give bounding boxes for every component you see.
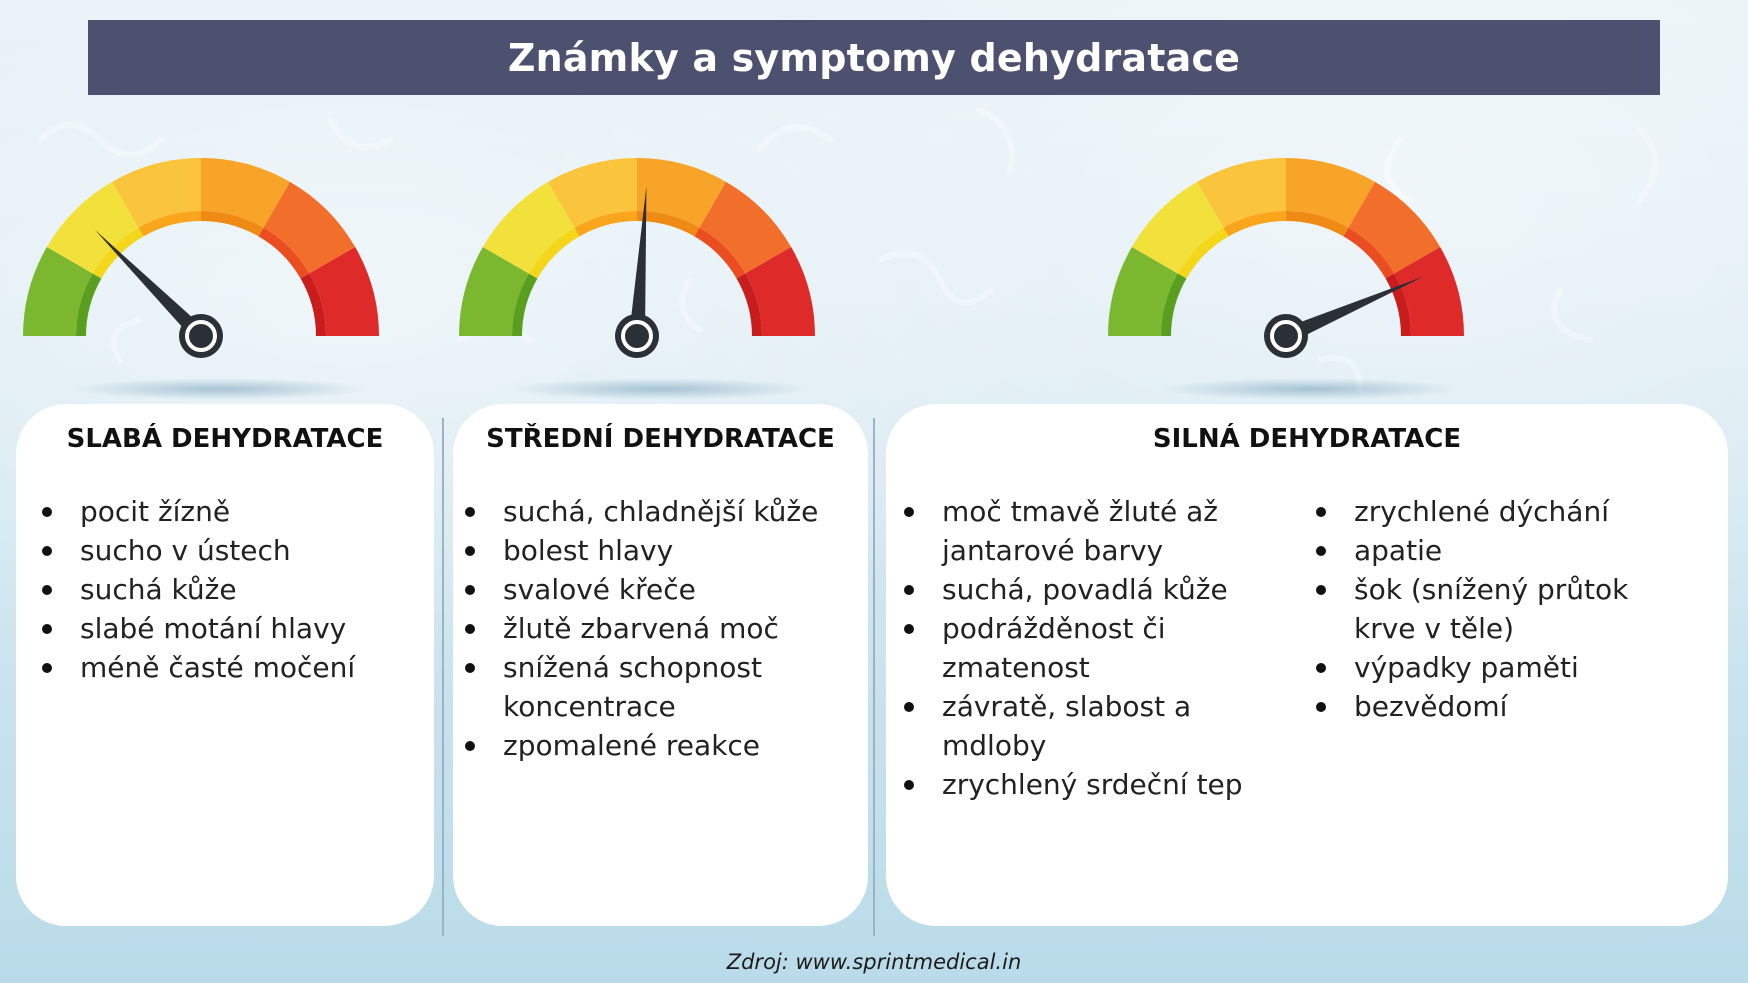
gauge-inner-band-1 — [512, 273, 538, 336]
gauge-segment-6 — [745, 247, 815, 336]
gauge-inner-band-5 — [1343, 227, 1395, 279]
list-item: apatie — [1304, 531, 1684, 570]
gauge-shadow — [70, 378, 370, 400]
source-credit: Zdroj: www.sprintmedical.in — [726, 950, 1022, 974]
gauge-segment-3 — [548, 158, 637, 228]
gauge-segment-2 — [1131, 181, 1224, 274]
gauge-segment-2 — [482, 181, 575, 274]
list-item: moč tmavě žluté až jantarové barvy — [892, 492, 1252, 570]
gauge-inner-band-1 — [1161, 273, 1187, 336]
gauge-inner-band-3 — [574, 211, 637, 237]
gauge-segment-5 — [1348, 181, 1441, 274]
card-moderate: STŘEDNÍ DEHYDRATACE suchá, chladnější ků… — [453, 404, 868, 926]
card-mild: SLABÁ DEHYDRATACE pocit žízně sucho v ús… — [16, 404, 434, 926]
symptom-list-severe-left: moč tmavě žluté až jantarové barvy suchá… — [892, 492, 1252, 804]
symptom-list-mild: pocit žízně sucho v ústech suchá kůže sl… — [30, 492, 430, 687]
list-item: pocit žízně — [30, 492, 430, 531]
gauge-segment-4 — [201, 158, 290, 228]
list-item: sucho v ústech — [30, 531, 430, 570]
gauge-moderate-dial — [459, 158, 815, 358]
gauge-hub-ring — [1270, 320, 1302, 352]
card-severe: SILNÁ DEHYDRATACE moč tmavě žluté až jan… — [886, 404, 1728, 926]
gauge-inner-band-5 — [694, 227, 746, 279]
gauge-needle — [1282, 276, 1424, 344]
gauge-segment-1 — [23, 247, 93, 336]
list-item: závratě, slabost a mdloby — [892, 687, 1252, 765]
gauge-segment-4 — [1286, 158, 1375, 228]
symptom-list-severe-right: zrychlené dýchání apatie šok (snížený pr… — [1304, 492, 1684, 726]
gauge-segment-6 — [309, 247, 379, 336]
page-title: Známky a symptomy dehydratace — [507, 35, 1241, 80]
list-item: podrážděnost či zmatenost — [892, 609, 1252, 687]
gauge-segment-2 — [46, 181, 139, 274]
list-item: zrychlené dýchání — [1304, 492, 1684, 531]
gauge-shadow — [1160, 378, 1460, 400]
gauge-inner-band-6 — [736, 273, 762, 336]
gauge-needle — [629, 186, 647, 337]
card-heading-severe: SILNÁ DEHYDRATACE — [1152, 424, 1462, 454]
list-item: suchá, povadlá kůže — [892, 570, 1252, 609]
column-divider — [873, 418, 875, 936]
title-banner: Známky a symptomy dehydratace — [88, 20, 1660, 95]
gauge-inner-band-5 — [258, 227, 310, 279]
gauge-segment-5 — [699, 181, 792, 274]
gauge-needle — [94, 229, 207, 342]
gauge-moderate — [459, 130, 859, 370]
gauge-segment-6 — [1394, 247, 1464, 336]
card-heading-moderate: STŘEDNÍ DEHYDRATACE — [486, 424, 835, 454]
card-heading-mild: SLABÁ DEHYDRATACE — [66, 424, 384, 454]
gauge-inner-band-2 — [1177, 227, 1229, 279]
gauge-inner-band-4 — [1286, 211, 1349, 237]
list-item: bezvědomí — [1304, 687, 1684, 726]
gauge-inner-band-4 — [637, 211, 700, 237]
gauge-inner-band-1 — [76, 273, 102, 336]
list-item: šok (snížený průtok krve v těle) — [1304, 570, 1684, 648]
gauge-hub-ring — [621, 320, 653, 352]
symptom-list-moderate: suchá, chladnější kůže bolest hlavy sval… — [453, 492, 853, 765]
list-item: žlutě zbarvená moč — [453, 609, 853, 648]
gauge-mild — [23, 130, 423, 370]
list-item: suchá, chladnější kůže — [453, 492, 853, 531]
gauge-mild-dial — [23, 158, 379, 358]
gauge-segment-1 — [459, 247, 529, 336]
list-item: zpomalené reakce — [453, 726, 853, 765]
list-item: svalové křeče — [453, 570, 853, 609]
list-item: méně časté močení — [30, 648, 430, 687]
gauge-severe-dial — [1108, 158, 1464, 358]
gauge-hub-ring — [185, 320, 217, 352]
gauge-inner-band-3 — [1223, 211, 1286, 237]
gauge-inner-band-6 — [300, 273, 326, 336]
list-item: snížená schopnost koncentrace — [453, 648, 853, 726]
gauge-inner-band-3 — [138, 211, 201, 237]
gauge-inner-band-4 — [201, 211, 264, 237]
gauge-severe — [1108, 130, 1508, 370]
list-item: zrychlený srdeční tep — [892, 765, 1252, 804]
gauge-shadow — [510, 378, 810, 400]
list-item: výpadky paměti — [1304, 648, 1684, 687]
list-item: slabé motání hlavy — [30, 609, 430, 648]
gauge-segment-4 — [637, 158, 726, 228]
column-divider — [442, 418, 444, 936]
list-item: bolest hlavy — [453, 531, 853, 570]
gauge-segment-5 — [263, 181, 356, 274]
list-item: suchá kůže — [30, 570, 430, 609]
gauge-segment-3 — [1197, 158, 1286, 228]
gauge-segment-1 — [1108, 247, 1178, 336]
gauge-segment-3 — [112, 158, 201, 228]
gauge-inner-band-2 — [528, 227, 580, 279]
